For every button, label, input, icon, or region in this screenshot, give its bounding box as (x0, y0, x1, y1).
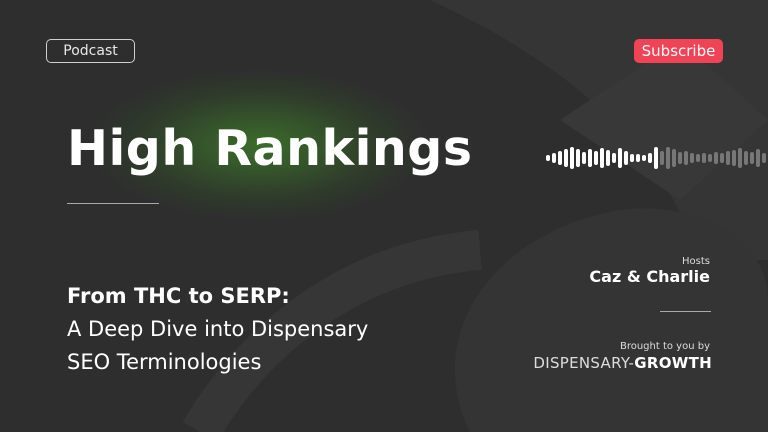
podcast-badge: Podcast (46, 39, 135, 63)
waveform-bar (744, 151, 748, 165)
hosts-names: Caz & Charlie (589, 267, 710, 286)
episode-title-line3: SEO Terminologies (67, 350, 262, 374)
waveform-bar (702, 153, 706, 163)
episode-title-line2: A Deep Dive into Dispensary (67, 317, 369, 341)
waveform-bar (654, 147, 658, 169)
waveform-bar (756, 149, 760, 167)
waveform-bar (552, 153, 556, 163)
waveform-bar (588, 149, 592, 167)
waveform-bar (720, 153, 724, 163)
waveform-bar (696, 154, 700, 162)
waveform-bar (558, 151, 562, 165)
waveform-bar (714, 152, 718, 164)
episode-title-line1: From THC to SERP: (67, 284, 290, 308)
waveform-bar (750, 152, 754, 164)
page-title: High Rankings (67, 120, 473, 177)
waveform-bar (690, 153, 694, 163)
divider (660, 311, 711, 312)
waveform-bar (642, 155, 646, 161)
sponsor-logo: DISPENSARY-GROWTH (533, 354, 712, 372)
waveform-bar (672, 149, 676, 167)
logo-text-bold: GROWTH (634, 354, 712, 372)
waveform-bar (678, 152, 682, 164)
waveform-bar (576, 149, 580, 167)
waveform-bar (666, 147, 670, 169)
waveform-bar (624, 151, 628, 165)
episode-title: From THC to SERP: A Deep Dive into Dispe… (67, 280, 368, 379)
subscribe-button[interactable]: Subscribe (634, 39, 723, 63)
waveform-bar (684, 151, 688, 165)
green-glow (90, 70, 430, 220)
waveform-bar (600, 148, 604, 168)
waveform-bar (648, 153, 652, 163)
waveform-bar (630, 154, 634, 162)
waveform-bar (660, 151, 664, 165)
waveform-bar (564, 149, 568, 167)
waveform-bar (606, 150, 610, 166)
waveform-bar (618, 148, 622, 168)
sponsor-label: Brought to you by (619, 341, 710, 352)
waveform-bar (582, 152, 586, 164)
waveform-bar (726, 151, 730, 165)
waveform-bar (594, 151, 598, 165)
audio-waveform-icon (546, 146, 768, 170)
waveform-bar (636, 154, 640, 162)
waveform-bar (732, 150, 736, 166)
hosts-label: Hosts (682, 256, 710, 267)
waveform-bar (738, 148, 742, 168)
waveform-bar (546, 155, 550, 161)
waveform-bar (708, 154, 712, 162)
divider (67, 203, 159, 204)
waveform-bar (762, 153, 766, 163)
waveform-bar (570, 147, 574, 169)
waveform-bar (612, 153, 616, 163)
hosts-block: Hosts Caz & Charlie (589, 256, 710, 286)
logo-text-light: DISPENSARY- (533, 354, 635, 372)
